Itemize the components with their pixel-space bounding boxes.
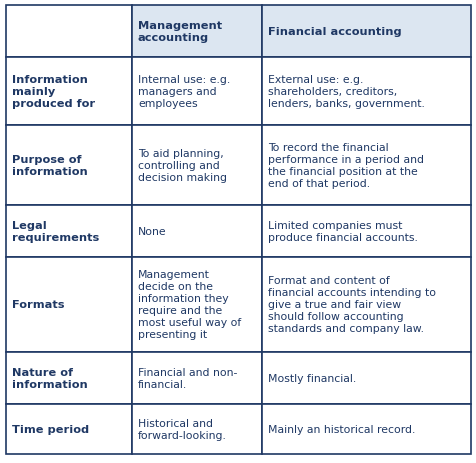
Text: External use: e.g.
shareholders, creditors,
lenders, banks, government.: External use: e.g. shareholders, credito… (268, 75, 424, 109)
Bar (6, 257, 132, 352)
Text: To aid planning,
controlling and
decision making: To aid planning, controlling and decisio… (138, 149, 227, 182)
Bar (132, 257, 261, 352)
Bar (6, 404, 132, 454)
Text: Mostly financial.: Mostly financial. (268, 373, 356, 383)
Bar (261, 352, 470, 404)
Bar (261, 6, 470, 58)
Bar (261, 126, 470, 206)
Text: Historical and
forward-looking.: Historical and forward-looking. (138, 418, 227, 440)
Text: Nature of
information: Nature of information (12, 367, 88, 389)
Bar (261, 58, 470, 126)
Bar (6, 126, 132, 206)
Bar (6, 6, 132, 58)
Text: None: None (138, 226, 166, 237)
Text: Management
decide on the
information they
require and the
most useful way of
pre: Management decide on the information the… (138, 270, 241, 340)
Bar (6, 206, 132, 257)
Bar (132, 206, 261, 257)
Text: Management
accounting: Management accounting (138, 21, 222, 43)
Bar (132, 404, 261, 454)
Text: To record the financial
performance in a period and
the financial position at th: To record the financial performance in a… (268, 143, 423, 188)
Text: Purpose of
information: Purpose of information (12, 155, 88, 176)
Text: Formats: Formats (12, 300, 64, 310)
Bar (132, 126, 261, 206)
Bar (261, 404, 470, 454)
Text: Format and content of
financial accounts intending to
give a true and fair view
: Format and content of financial accounts… (268, 276, 435, 334)
Bar (132, 58, 261, 126)
Bar (6, 352, 132, 404)
Text: Internal use: e.g.
managers and
employees: Internal use: e.g. managers and employee… (138, 75, 230, 109)
Text: Limited companies must
produce financial accounts.: Limited companies must produce financial… (268, 220, 417, 243)
Text: Legal
requirements: Legal requirements (12, 220, 99, 243)
Bar (261, 257, 470, 352)
Bar (6, 58, 132, 126)
Bar (261, 206, 470, 257)
Bar (132, 6, 261, 58)
Bar (132, 352, 261, 404)
Text: Information
mainly
produced for: Information mainly produced for (12, 75, 95, 109)
Text: Financial accounting: Financial accounting (268, 27, 401, 37)
Text: Time period: Time period (12, 424, 89, 434)
Text: Financial and non-
financial.: Financial and non- financial. (138, 367, 237, 389)
Text: Mainly an historical record.: Mainly an historical record. (268, 424, 415, 434)
